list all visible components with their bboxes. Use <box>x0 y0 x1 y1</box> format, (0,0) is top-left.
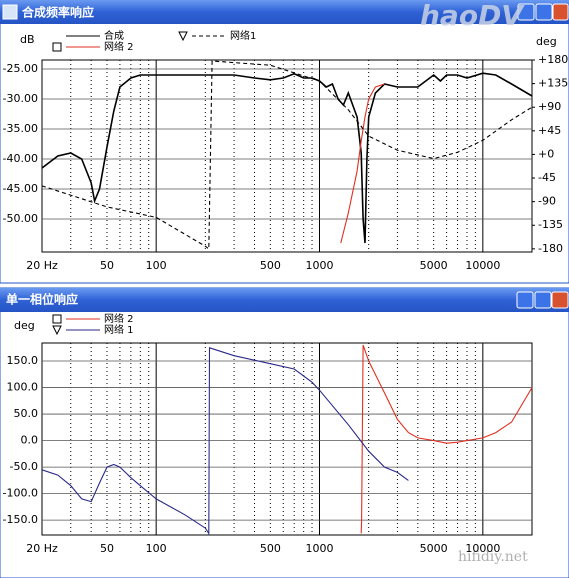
close-button[interactable] <box>552 3 569 21</box>
y-tick-label: -35.00 <box>3 122 38 135</box>
minimize-button[interactable] <box>516 291 534 309</box>
y2-tick-label: +135 <box>538 77 568 90</box>
legend-marker <box>178 31 188 42</box>
x-tick-label: 20 Hz <box>26 259 58 272</box>
y-axis-label: dB <box>20 33 35 46</box>
y-tick-label: 50.0 <box>14 407 39 420</box>
series-line <box>41 347 409 536</box>
y-tick-label: -40.00 <box>3 152 38 165</box>
y2-tick-label: -90 <box>538 195 556 208</box>
legend-label: 网络 2 <box>104 312 134 325</box>
title-bar <box>0 288 569 312</box>
series-line <box>41 72 533 244</box>
y-tick-label: -150.0 <box>3 513 38 526</box>
x-tick-label: 50 <box>100 259 114 272</box>
plot-area <box>41 342 533 536</box>
x-tick-label: 1000 <box>305 259 333 272</box>
x-tick-label: 5000 <box>420 542 448 555</box>
plot-area <box>41 59 533 253</box>
maximize-button[interactable] <box>535 3 553 21</box>
title-bar <box>0 0 569 24</box>
y2-tick-label: +0 <box>538 147 554 160</box>
legend-label: 网络 1 <box>104 323 134 336</box>
legend-marker <box>52 314 62 324</box>
y2-axis-label: deg <box>536 35 557 48</box>
y2-tick-label: -135 <box>538 218 563 231</box>
y-tick-label: 0.0 <box>21 434 39 447</box>
y-axis-label: deg <box>14 319 35 332</box>
y-tick-label: -30.00 <box>3 92 38 105</box>
legend-label: 网络1 <box>230 29 256 42</box>
x-tick-label: 500 <box>260 259 281 272</box>
x-tick-label: 500 <box>260 542 281 555</box>
y-tick-label: 100.0 <box>7 381 39 394</box>
x-tick-label: 100 <box>146 259 167 272</box>
y2-tick-label: -180 <box>538 242 563 255</box>
series-line <box>360 344 533 534</box>
y2-tick-label: +90 <box>538 100 561 113</box>
legend-marker <box>52 42 62 52</box>
y-tick-label: -50.0 <box>10 460 38 473</box>
x-tick-label: 10000 <box>465 542 500 555</box>
x-tick-label: 20 Hz <box>26 542 58 555</box>
y-tick-label: -25.00 <box>3 62 38 75</box>
window-title: 单一相位响应 <box>6 292 78 307</box>
x-tick-label: 1000 <box>305 542 333 555</box>
legend-label: 合成 <box>104 29 124 42</box>
y2-tick-label: +45 <box>538 124 561 137</box>
x-tick-label: 50 <box>100 542 114 555</box>
minimize-button[interactable] <box>517 3 535 21</box>
y2-tick-label: +180 <box>538 53 568 66</box>
maximize-button[interactable] <box>534 291 552 309</box>
close-button[interactable] <box>551 291 569 309</box>
x-tick-label: 100 <box>146 542 167 555</box>
watermark: hifidiy.net <box>458 549 528 565</box>
legend-marker <box>52 325 62 336</box>
window-icon <box>2 4 18 20</box>
x-tick-label: 10000 <box>465 259 500 272</box>
y-tick-label: -100.0 <box>3 487 38 500</box>
y-tick-label: -45.00 <box>3 182 38 195</box>
y2-tick-label: -45 <box>538 171 556 184</box>
x-tick-label: 5000 <box>420 259 448 272</box>
y-tick-label: -50.00 <box>3 212 38 225</box>
watermark: haoDV <box>420 0 525 32</box>
y-tick-label: 150.0 <box>7 354 39 367</box>
legend-label: 网络 2 <box>104 40 134 53</box>
window-title: 合成频率响应 <box>22 5 94 20</box>
series-line <box>41 60 533 251</box>
